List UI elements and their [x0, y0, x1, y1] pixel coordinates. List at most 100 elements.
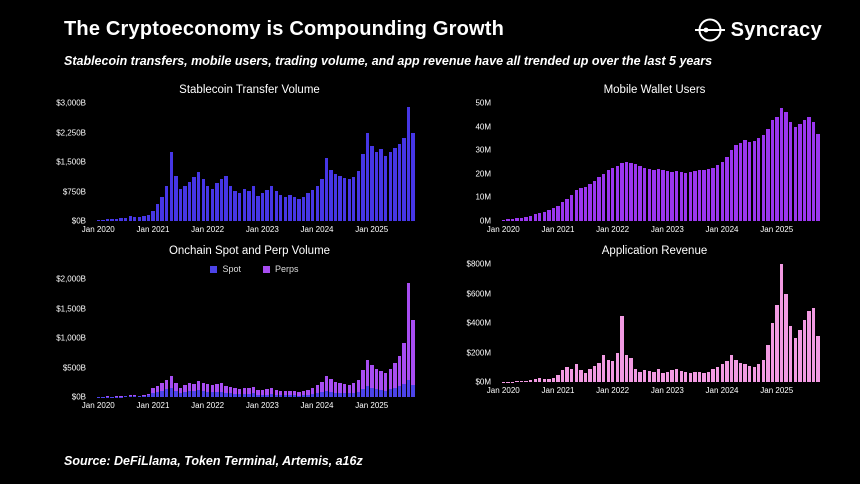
bar	[711, 264, 715, 382]
bar-fill	[747, 365, 752, 382]
bar	[597, 264, 601, 382]
chart-onchain-spot-perp-volume: Onchain Spot and Perp Volume Spot Perps $…	[44, 245, 415, 411]
bar	[551, 103, 556, 221]
bar-fill	[565, 198, 569, 221]
x-tick-label: Jan 2021	[541, 225, 575, 234]
legend-swatch	[210, 265, 218, 273]
bar-segment-spot	[320, 392, 324, 397]
bar	[338, 279, 342, 397]
bar-segment-spot	[374, 389, 379, 397]
bar	[242, 279, 246, 397]
bar-segment-spot	[165, 389, 169, 397]
bar-segment-perps	[361, 370, 365, 390]
bar	[283, 279, 288, 397]
bar	[269, 103, 274, 221]
bar	[402, 279, 406, 397]
logo-text: Syncracy	[730, 18, 822, 41]
bar-segment-perps	[201, 383, 205, 392]
bar-fill	[397, 144, 402, 221]
bar	[160, 279, 164, 397]
chart-title: Mobile Wallet Users	[603, 84, 706, 96]
bar-segment-spot	[324, 390, 329, 397]
bar	[301, 279, 306, 397]
bar-segment-perps	[183, 385, 187, 392]
bar-fill	[770, 119, 775, 221]
bar	[528, 103, 533, 221]
bar-segment-perps	[406, 283, 411, 381]
bar	[743, 103, 747, 221]
syncracy-logo-icon	[694, 14, 726, 46]
y-tick-label: $2,250B	[56, 128, 86, 137]
plot-area	[501, 103, 820, 221]
page-title: The Cryptoeconomy is Compounding Growth	[64, 18, 505, 40]
bar	[210, 103, 215, 221]
bar-segment-perps	[165, 379, 169, 390]
bar-segment-spot	[279, 395, 283, 397]
x-tick-label: Jan 2023	[650, 225, 684, 234]
bar	[615, 103, 620, 221]
bar	[178, 279, 183, 397]
bar	[711, 103, 715, 221]
bar	[151, 103, 155, 221]
bar-segment-perps	[123, 395, 128, 397]
bar	[761, 103, 766, 221]
bar	[183, 279, 187, 397]
bar-fill	[260, 193, 265, 221]
bar	[142, 279, 146, 397]
bar-fill	[101, 219, 105, 221]
bar	[333, 279, 338, 397]
bar	[160, 103, 164, 221]
bar	[233, 279, 237, 397]
bar-segment-spot	[201, 391, 205, 397]
bar	[802, 264, 807, 382]
bar-fill	[519, 381, 524, 382]
bar	[693, 264, 697, 382]
bar-fill	[560, 202, 565, 221]
bar	[329, 103, 333, 221]
bar-segment-perps	[233, 387, 237, 394]
bar	[260, 103, 265, 221]
bar-fill	[187, 181, 192, 221]
bar	[151, 279, 155, 397]
bar	[406, 279, 411, 397]
bar	[533, 264, 537, 382]
bar-segment-perps	[247, 388, 251, 395]
bar	[402, 103, 406, 221]
bar	[196, 103, 201, 221]
bar	[716, 103, 720, 221]
bar	[528, 264, 533, 382]
bar-segment-perps	[374, 368, 379, 390]
bar-segment-perps	[352, 382, 356, 393]
bar	[242, 103, 246, 221]
bar-fill	[766, 128, 770, 221]
bar-segment-spot	[242, 393, 246, 397]
bar	[233, 103, 237, 221]
bar-fill	[269, 185, 274, 221]
x-tick-label: Jan 2020	[486, 386, 520, 395]
x-tick-label: Jan 2021	[136, 225, 170, 234]
bar	[570, 103, 574, 221]
x-tick-label: Jan 2025	[355, 225, 389, 234]
bar-fill	[711, 369, 715, 382]
bar	[406, 103, 411, 221]
bar-fill	[779, 264, 784, 382]
bar	[265, 103, 269, 221]
bar-fill	[670, 171, 674, 221]
bar-fill	[811, 121, 816, 221]
x-tick-label: Jan 2024	[300, 401, 334, 410]
bar	[292, 279, 297, 397]
bar-segment-perps	[379, 371, 383, 390]
bar	[684, 264, 688, 382]
legend: Spot Perps	[94, 264, 415, 274]
bar-fill	[361, 154, 365, 221]
bar	[606, 103, 610, 221]
bar-segment-perps	[178, 387, 183, 393]
bar-segment-spot	[142, 395, 146, 397]
bar-segment-spot	[292, 395, 297, 397]
bar-segment-perps	[187, 383, 192, 392]
bar-fill	[674, 368, 679, 382]
bar-fill	[606, 359, 610, 382]
bar	[757, 264, 761, 382]
bar-segment-perps	[329, 379, 333, 392]
bar-fill	[342, 177, 347, 221]
